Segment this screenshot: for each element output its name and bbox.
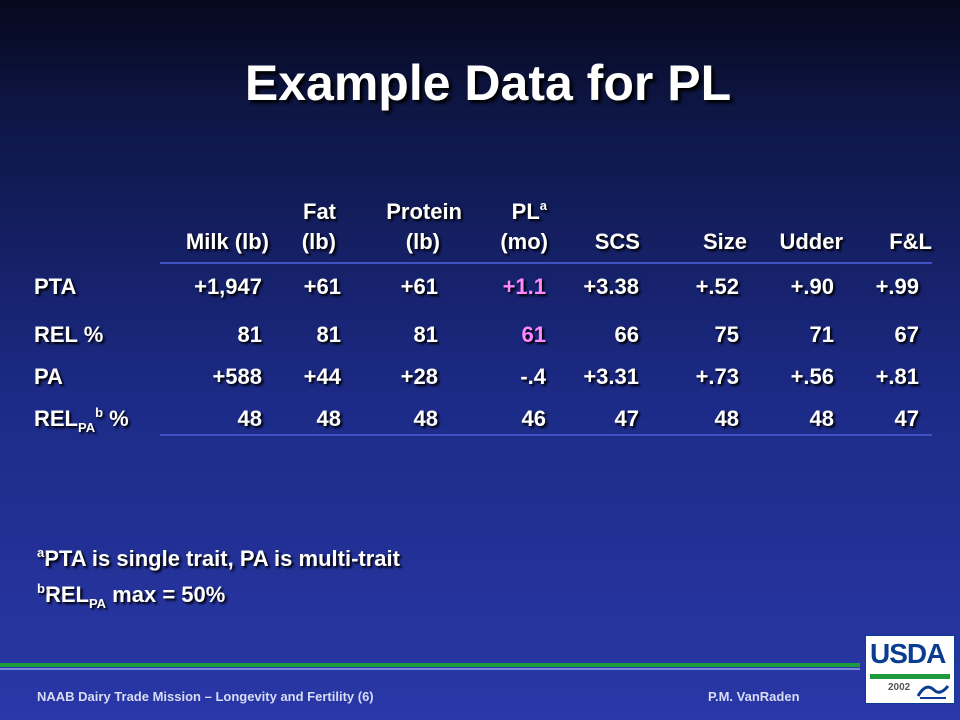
footnote-b-tail: max = 50% bbox=[106, 582, 226, 607]
header-pl-line1: PLa bbox=[511, 198, 547, 225]
header-pl-sup: a bbox=[539, 198, 547, 213]
cell-pta-fl: +.99 bbox=[875, 274, 919, 299]
cell-rel-size: 75 bbox=[714, 322, 739, 347]
cell-pa-udder: +.56 bbox=[790, 364, 834, 389]
row-label-pa: PA bbox=[34, 364, 63, 389]
table-bottom-divider bbox=[160, 434, 932, 436]
usda-logo: USDA 2002 bbox=[865, 635, 955, 704]
cell-rel-udder: 71 bbox=[809, 322, 834, 347]
cell-rel-fat: 81 bbox=[316, 322, 341, 347]
footer-blue-rule bbox=[0, 668, 860, 670]
row-label-relpa-main: REL bbox=[34, 406, 78, 431]
header-fl: F&L bbox=[889, 229, 932, 254]
cell-pa-milk: +588 bbox=[212, 364, 262, 389]
cell-pa-size: +.73 bbox=[695, 364, 739, 389]
cell-pta-pl: +1.1 bbox=[502, 274, 546, 299]
slide-title: Example Data for PL bbox=[244, 55, 732, 111]
cell-pta-protein: +61 bbox=[400, 274, 438, 299]
header-pl-text: PL bbox=[511, 199, 540, 224]
header-divider bbox=[160, 262, 932, 264]
cell-relpa-scs: 47 bbox=[614, 406, 639, 431]
cell-pta-size: +.52 bbox=[695, 274, 739, 299]
cell-pa-protein: +28 bbox=[400, 364, 438, 389]
usda-logo-bar bbox=[870, 674, 950, 679]
cell-relpa-protein: 48 bbox=[413, 406, 438, 431]
header-scs: SCS bbox=[594, 229, 640, 254]
footnote-b: bRELPA max = 50% bbox=[37, 581, 226, 611]
cell-relpa-pl: 46 bbox=[521, 406, 546, 431]
footnote-b-sup: b bbox=[37, 581, 45, 596]
cell-pta-fat: +61 bbox=[303, 274, 341, 299]
row-label-relpa-tail: % bbox=[103, 406, 129, 431]
footer-green-rule bbox=[0, 663, 860, 667]
cell-relpa-udder: 48 bbox=[809, 406, 834, 431]
cell-relpa-size: 48 bbox=[714, 406, 739, 431]
header-pl-line2: (mo) bbox=[500, 229, 548, 254]
cell-pta-udder: +.90 bbox=[790, 274, 834, 299]
footnote-b-sub: PA bbox=[88, 596, 107, 611]
header-fat-line2: (lb) bbox=[301, 229, 336, 254]
cell-pta-scs: +3.38 bbox=[583, 274, 639, 299]
header-udder: Udder bbox=[779, 229, 843, 254]
row-label-rel: REL % bbox=[34, 322, 104, 347]
usda-logo-year: 2002 bbox=[888, 682, 911, 693]
row-label-pta: PTA bbox=[34, 274, 77, 299]
cell-relpa-fl: 47 bbox=[894, 406, 919, 431]
footnote-a-sup: a bbox=[37, 545, 45, 560]
header-protein-line1: Protein bbox=[386, 199, 462, 224]
header-milk: Milk (lb) bbox=[185, 229, 269, 254]
cell-pa-fl: +.81 bbox=[875, 364, 919, 389]
cell-pa-scs: +3.31 bbox=[583, 364, 639, 389]
cell-rel-pl: 61 bbox=[521, 322, 546, 347]
row-label-relpa-sup: b bbox=[95, 405, 104, 420]
cell-pa-fat: +44 bbox=[303, 364, 341, 389]
aes-logo-icon bbox=[916, 685, 950, 699]
cell-rel-fl: 67 bbox=[894, 322, 919, 347]
usda-logo-text: USDA bbox=[870, 638, 946, 669]
header-protein-line2: (lb) bbox=[405, 229, 440, 254]
cell-relpa-fat: 48 bbox=[316, 406, 341, 431]
cell-relpa-milk: 48 bbox=[237, 406, 262, 431]
cell-rel-protein: 81 bbox=[413, 322, 438, 347]
row-label-relpa-sub: PA bbox=[78, 420, 96, 435]
cell-pa-pl: -.4 bbox=[520, 364, 546, 389]
header-fat-line1: Fat bbox=[303, 199, 336, 224]
cell-rel-scs: 66 bbox=[614, 322, 639, 347]
footnote-a-text: PTA is single trait, PA is multi-trait bbox=[44, 546, 400, 571]
footer-left-text: NAAB Dairy Trade Mission – Longevity and… bbox=[37, 689, 374, 704]
row-label-relpa: RELPAb % bbox=[34, 405, 129, 435]
cell-rel-milk: 81 bbox=[237, 322, 262, 347]
footnote-b-main: REL bbox=[44, 582, 89, 607]
footnote-a: aPTA is single trait, PA is multi-trait bbox=[37, 545, 400, 572]
footer-right-text: P.M. VanRaden bbox=[708, 689, 800, 704]
cell-pta-milk: +1,947 bbox=[194, 274, 262, 299]
header-size: Size bbox=[702, 229, 747, 254]
